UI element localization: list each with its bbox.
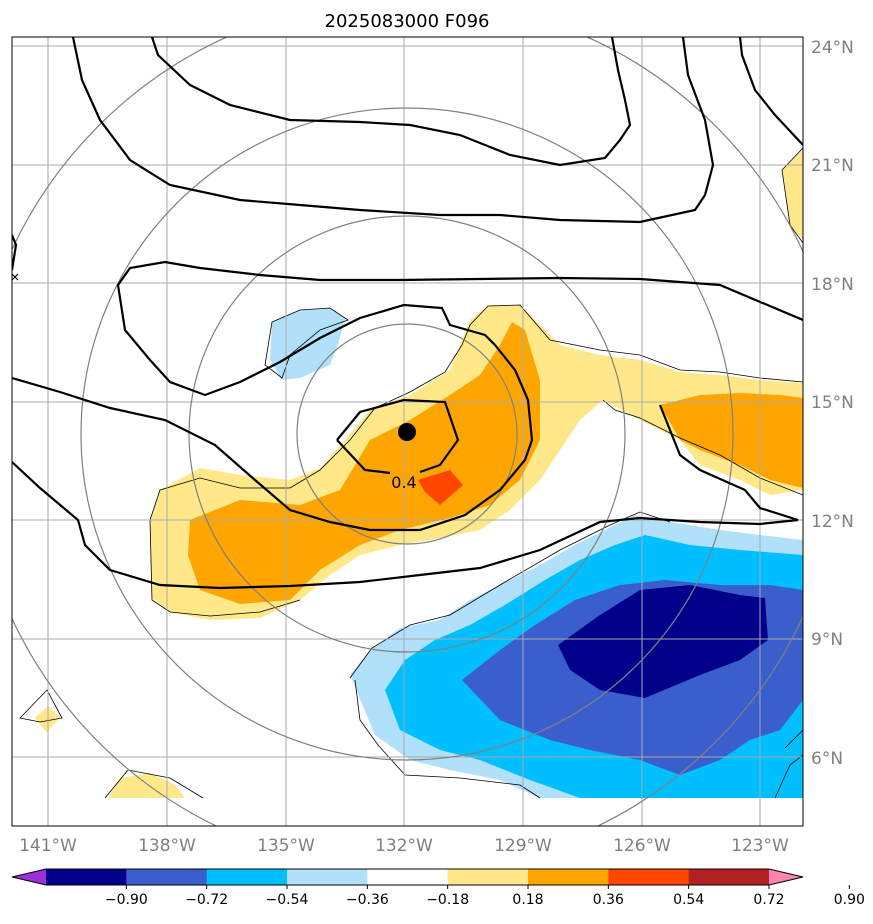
lon-label: 138°W bbox=[138, 836, 196, 856]
lon-label: 132°W bbox=[375, 836, 433, 856]
plot-border bbox=[11, 36, 804, 827]
lat-label: 21°N bbox=[811, 156, 854, 176]
colorbar-tick-label: −0.18 bbox=[426, 892, 469, 908]
lon-label: 126°W bbox=[613, 836, 671, 856]
colorbar-tick-label: 0.90 bbox=[834, 892, 865, 908]
lat-label: 24°N bbox=[811, 38, 854, 58]
colorbar-tick-label: −0.90 bbox=[105, 892, 148, 908]
lon-label: 123°W bbox=[731, 836, 789, 856]
positive-anomaly-fills bbox=[35, 150, 803, 798]
colorbar-segment bbox=[46, 869, 127, 885]
colorbar-segment bbox=[528, 869, 609, 885]
range-circles bbox=[12, 37, 803, 826]
colorbar-segment bbox=[367, 869, 449, 885]
colorbar-segment bbox=[287, 869, 368, 885]
colorbar-tick-label: −0.72 bbox=[185, 892, 228, 908]
contour-label-value: 0.4 bbox=[391, 473, 416, 492]
colorbar-segment bbox=[608, 869, 690, 885]
fill-orange-band bbox=[188, 322, 540, 604]
gridlines bbox=[12, 37, 803, 826]
colorbar-tick-label: 0.54 bbox=[673, 892, 704, 908]
fill-red-orange-patch bbox=[418, 470, 463, 505]
colorbar-segment bbox=[126, 869, 208, 885]
fill-navy-core bbox=[558, 585, 768, 698]
colorbar-tick-label: 0.36 bbox=[593, 892, 624, 908]
lon-label: 129°W bbox=[494, 836, 552, 856]
map-plot-area bbox=[12, 37, 803, 826]
colorbar-tick-label: 0.72 bbox=[753, 892, 784, 908]
colorbar-segment bbox=[206, 869, 288, 885]
contour-lines bbox=[12, 37, 803, 590]
latitude-labels: 24°N 21°N 18°N 15°N 12°N 9°N 6°N bbox=[811, 38, 854, 769]
colorbar-tick-label: −0.36 bbox=[346, 892, 389, 908]
lat-label: 15°N bbox=[811, 393, 854, 413]
thin-boundary-lines bbox=[19, 147, 803, 799]
map-title: 2025083000 F096 bbox=[325, 11, 490, 32]
lat-label: 9°N bbox=[811, 630, 843, 650]
lon-label: 141°W bbox=[19, 836, 77, 856]
fill-light-blue-nw bbox=[270, 308, 345, 380]
lon-label: 135°W bbox=[257, 836, 315, 856]
colorbar-extend-min bbox=[12, 869, 46, 885]
storm-center-marker bbox=[398, 423, 416, 441]
fill-light-yellow-sw-bottom bbox=[108, 773, 185, 798]
colorbar-tick-label: −0.54 bbox=[266, 892, 309, 908]
colorbar-segment bbox=[447, 869, 529, 885]
fill-light-yellow-ne bbox=[782, 150, 803, 240]
colorbar-outline bbox=[11, 868, 804, 886]
colorbar: −0.90 −0.72 −0.54 −0.36 −0.18 0.18 0.36 0.54 0.7… bbox=[11, 868, 865, 908]
colorbar-segment bbox=[688, 869, 770, 885]
negative-anomaly-fills bbox=[270, 308, 803, 798]
fill-orange-east bbox=[660, 393, 803, 488]
longitude-labels: 141°W 138°W 135°W 132°W 129°W 126°W 123°… bbox=[19, 836, 789, 856]
lat-label: 6°N bbox=[811, 749, 843, 769]
lat-label: 12°N bbox=[811, 512, 854, 532]
lat-label: 18°N bbox=[811, 275, 854, 295]
colorbar-extend-max bbox=[769, 869, 803, 885]
x-marker-icon bbox=[11, 273, 19, 281]
colorbar-tick-label: 0.18 bbox=[512, 892, 543, 908]
